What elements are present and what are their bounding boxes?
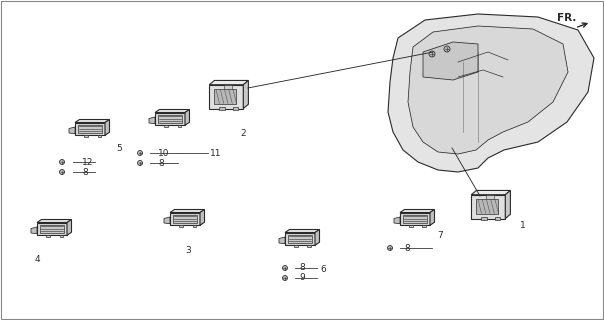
Polygon shape — [75, 119, 109, 123]
Text: 12: 12 — [82, 157, 94, 166]
Polygon shape — [155, 113, 185, 125]
Circle shape — [283, 276, 288, 281]
Polygon shape — [170, 210, 205, 212]
Polygon shape — [210, 80, 248, 85]
Polygon shape — [403, 215, 427, 223]
Bar — [481, 217, 487, 220]
Polygon shape — [400, 212, 430, 225]
Polygon shape — [506, 190, 510, 219]
Polygon shape — [37, 220, 71, 222]
Text: 8: 8 — [158, 158, 164, 167]
Polygon shape — [486, 195, 494, 199]
Polygon shape — [170, 212, 200, 225]
Text: 11: 11 — [210, 148, 222, 157]
Text: 8: 8 — [299, 263, 305, 273]
Bar — [294, 244, 298, 247]
Polygon shape — [288, 235, 312, 243]
Bar — [495, 217, 500, 220]
Polygon shape — [105, 119, 109, 135]
Bar — [179, 225, 183, 227]
Polygon shape — [164, 217, 170, 224]
Text: 9: 9 — [299, 274, 305, 283]
Text: 10: 10 — [158, 148, 170, 157]
Polygon shape — [471, 190, 510, 195]
Text: 6: 6 — [320, 266, 326, 275]
Bar — [219, 107, 225, 110]
Bar — [409, 225, 413, 227]
Polygon shape — [471, 195, 506, 219]
Polygon shape — [285, 233, 315, 245]
Polygon shape — [214, 89, 237, 104]
Bar — [193, 225, 196, 227]
Polygon shape — [400, 210, 434, 212]
Bar — [233, 107, 238, 110]
Circle shape — [388, 245, 393, 251]
Bar — [178, 124, 181, 127]
Polygon shape — [173, 215, 197, 223]
Polygon shape — [430, 210, 434, 225]
Polygon shape — [279, 237, 285, 244]
Text: 8: 8 — [404, 244, 410, 252]
Bar — [423, 225, 426, 227]
Text: 7: 7 — [437, 230, 443, 239]
Polygon shape — [158, 115, 182, 123]
Circle shape — [60, 159, 65, 164]
Circle shape — [429, 51, 435, 57]
Polygon shape — [37, 222, 67, 235]
Text: 1: 1 — [520, 220, 525, 229]
Text: 5: 5 — [116, 143, 122, 153]
Polygon shape — [69, 127, 75, 134]
Polygon shape — [315, 229, 320, 245]
Bar — [97, 134, 101, 137]
Polygon shape — [200, 210, 205, 225]
Polygon shape — [408, 26, 568, 154]
Polygon shape — [223, 85, 233, 89]
Polygon shape — [40, 225, 64, 233]
Text: 3: 3 — [185, 245, 191, 254]
Polygon shape — [75, 123, 105, 135]
Polygon shape — [31, 227, 37, 234]
Circle shape — [60, 170, 65, 174]
Polygon shape — [210, 85, 243, 108]
Bar — [164, 124, 168, 127]
Text: FR.: FR. — [557, 13, 576, 23]
Polygon shape — [67, 220, 71, 235]
Polygon shape — [477, 199, 498, 214]
Polygon shape — [394, 217, 400, 224]
Text: 8: 8 — [82, 167, 88, 177]
Text: 2: 2 — [240, 129, 246, 138]
Polygon shape — [423, 42, 478, 80]
Bar — [60, 235, 63, 237]
Circle shape — [138, 161, 143, 165]
Circle shape — [138, 150, 143, 156]
Polygon shape — [155, 109, 190, 113]
Polygon shape — [78, 125, 102, 133]
Polygon shape — [285, 229, 320, 233]
Polygon shape — [388, 14, 594, 172]
Circle shape — [444, 46, 450, 52]
Bar — [46, 235, 50, 237]
Circle shape — [283, 266, 288, 270]
Polygon shape — [185, 109, 190, 125]
Polygon shape — [149, 117, 155, 124]
Text: 4: 4 — [35, 255, 40, 265]
Bar — [84, 134, 88, 137]
Polygon shape — [243, 80, 248, 108]
Bar — [307, 244, 311, 247]
